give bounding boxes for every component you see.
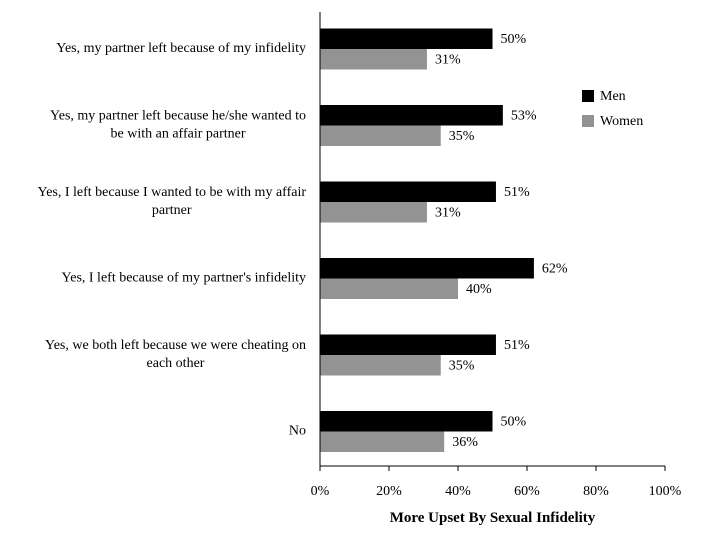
data-label-women-4: 35% bbox=[449, 358, 475, 373]
data-label-women-3: 40% bbox=[466, 282, 492, 297]
x-tick-label-4: 80% bbox=[583, 484, 609, 499]
category-label-line: Yes, I left because I wanted to be with … bbox=[37, 185, 306, 200]
bar-women-3 bbox=[320, 278, 458, 299]
bar-women-1 bbox=[320, 125, 441, 146]
legend-swatch-women bbox=[582, 115, 594, 127]
legend-swatch-men bbox=[582, 90, 594, 102]
category-label-4: Yes, we both left because we were cheati… bbox=[45, 338, 306, 371]
x-tick-label-2: 40% bbox=[445, 484, 471, 499]
category-label-line: Yes, my partner left because he/she want… bbox=[50, 109, 306, 124]
bar-men-0 bbox=[320, 28, 493, 49]
x-axis-title: More Upset By Sexual Infidelity bbox=[390, 510, 596, 526]
category-label-3: Yes, I left because of my partner's infi… bbox=[62, 271, 306, 286]
bar-women-0 bbox=[320, 49, 427, 70]
data-label-men-2: 51% bbox=[504, 185, 530, 200]
data-label-men-3: 62% bbox=[542, 261, 568, 276]
data-label-men-1: 53% bbox=[511, 108, 537, 123]
x-tick-label-0: 0% bbox=[311, 484, 330, 499]
data-label-men-0: 50% bbox=[501, 32, 527, 47]
data-label-women-5: 36% bbox=[452, 435, 478, 450]
data-label-women-1: 35% bbox=[449, 129, 475, 144]
category-label-line: be with an affair partner bbox=[111, 127, 246, 142]
category-label-line: partner bbox=[152, 203, 192, 218]
bar-men-3 bbox=[320, 258, 534, 279]
category-label-line: No bbox=[289, 424, 306, 439]
category-label-5: No bbox=[289, 424, 306, 439]
category-label-line: Yes, my partner left because of my infid… bbox=[56, 41, 306, 56]
data-label-men-5: 50% bbox=[501, 414, 527, 429]
data-label-women-2: 31% bbox=[435, 205, 461, 220]
x-tick-label-1: 20% bbox=[376, 484, 402, 499]
category-label-0: Yes, my partner left because of my infid… bbox=[56, 41, 306, 56]
data-label-women-0: 31% bbox=[435, 52, 461, 67]
bar-men-4 bbox=[320, 334, 496, 355]
legend-label-men: Men bbox=[600, 89, 626, 104]
legend-label-women: Women bbox=[600, 114, 643, 129]
bar-women-2 bbox=[320, 202, 427, 223]
x-tick-label-5: 100% bbox=[649, 484, 682, 499]
bar-women-4 bbox=[320, 355, 441, 376]
data-label-men-4: 51% bbox=[504, 338, 530, 353]
bar-women-5 bbox=[320, 431, 445, 452]
category-label-2: Yes, I left because I wanted to be with … bbox=[37, 185, 306, 218]
bar-men-5 bbox=[320, 411, 493, 432]
category-label-line: each other bbox=[147, 356, 205, 371]
category-label-line: Yes, we both left because we were cheati… bbox=[45, 338, 306, 353]
bar-men-1 bbox=[320, 105, 503, 126]
category-label-1: Yes, my partner left because he/she want… bbox=[50, 109, 306, 142]
x-tick-label-3: 60% bbox=[514, 484, 540, 499]
bar-men-2 bbox=[320, 181, 496, 202]
category-label-line: Yes, I left because of my partner's infi… bbox=[62, 271, 306, 286]
